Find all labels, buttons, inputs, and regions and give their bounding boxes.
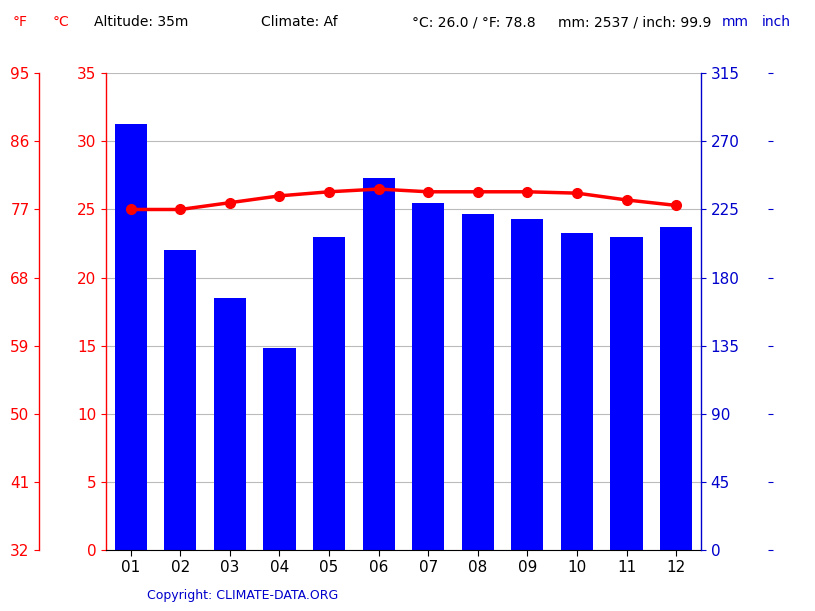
Bar [313,236,346,550]
Text: °F: °F [12,15,27,29]
Bar [412,203,444,550]
Bar [610,236,643,550]
Bar [511,219,544,550]
Text: mm: 2537 / inch: 99.9: mm: 2537 / inch: 99.9 [558,15,711,29]
Bar [561,233,593,550]
Text: Copyright: CLIMATE-DATA.ORG: Copyright: CLIMATE-DATA.ORG [147,589,338,602]
Text: inch: inch [762,15,791,29]
Bar [461,214,494,550]
Bar [164,251,196,550]
Text: °C: 26.0 / °F: 78.8: °C: 26.0 / °F: 78.8 [412,15,535,29]
Bar [214,298,246,550]
Bar [363,178,394,550]
Bar [115,123,147,550]
Text: °C: °C [53,15,70,29]
Text: Altitude: 35m: Altitude: 35m [94,15,188,29]
Text: Climate: Af: Climate: Af [261,15,337,29]
Bar [660,227,692,550]
Text: mm: mm [721,15,748,29]
Bar [263,348,296,550]
